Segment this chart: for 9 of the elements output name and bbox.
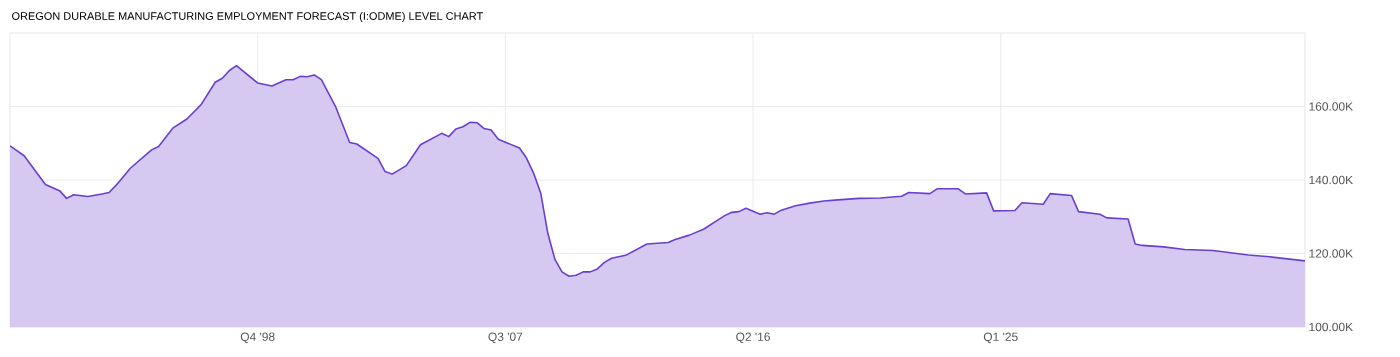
x-tick-label: Q4 '98: [240, 332, 275, 344]
x-tick-label: Q1 '25: [983, 332, 1018, 344]
y-tick-label: 140.00K: [1309, 175, 1353, 185]
x-tick-label: Q3 '07: [488, 332, 523, 344]
chart-title: OREGON DURABLE MANUFACTURING EMPLOYMENT FORECAST (I:ODME) LEVEL CHART: [12, 11, 483, 23]
y-tick-label: 100.00K: [1309, 322, 1353, 332]
y-tick-label: 120.00K: [1309, 249, 1353, 258]
y-tick-label: 160.00K: [1309, 102, 1353, 111]
x-tick-label: Q2 '16: [736, 332, 770, 344]
